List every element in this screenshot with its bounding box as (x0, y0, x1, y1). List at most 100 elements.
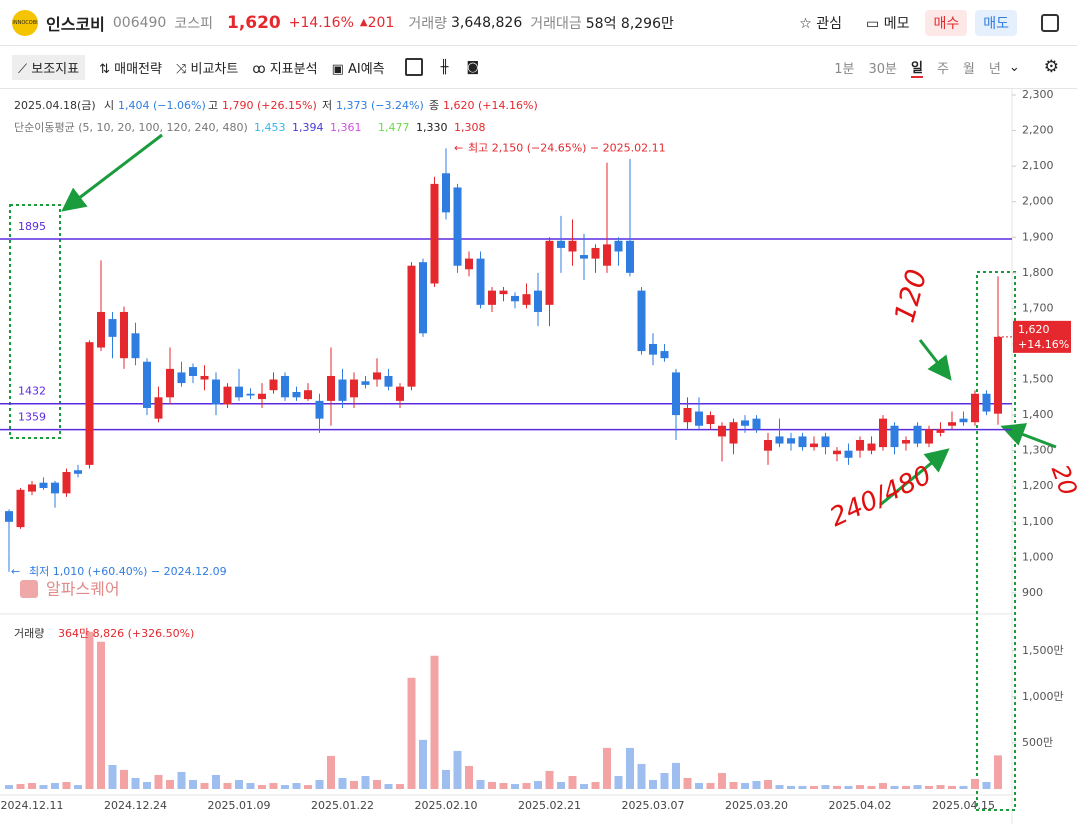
candle-body (833, 450, 841, 455)
info-close: 1,620 (+14.16%) (443, 99, 538, 112)
volume-bar (511, 784, 519, 789)
watermark: 알파스퀘어 (46, 580, 120, 599)
candle-body (925, 429, 933, 444)
volume-bar (591, 781, 600, 789)
volume-bar (200, 783, 209, 789)
candle-body (488, 290, 496, 305)
volume-bar (649, 779, 657, 789)
tool[interactable]: ◙ (466, 59, 480, 75)
candle-body (384, 375, 393, 387)
candle-body (373, 372, 381, 380)
period[interactable]: 1분 (834, 61, 855, 77)
amount-label: 거래대금 (530, 15, 582, 32)
volume-bar (384, 784, 393, 789)
tool[interactable]: ▣ AI예측 (331, 61, 385, 77)
label: 보조지표 (31, 61, 80, 77)
price: 1,620 (226, 12, 281, 33)
tool[interactable]: ╫ (440, 59, 449, 75)
period[interactable]: 월 (962, 61, 975, 77)
y-tick-label: 1,800 (1022, 266, 1054, 279)
y-tick-label: 1,500 (1022, 373, 1054, 386)
volume-bar (810, 785, 818, 789)
volume-bar (936, 785, 945, 789)
memo-button[interactable]: ▭ 메모 (866, 15, 910, 32)
candle-body (695, 411, 703, 426)
candle-body (453, 187, 462, 266)
volume-bar (890, 785, 899, 789)
candle-body (511, 295, 519, 302)
volume-bar (982, 781, 991, 789)
sell-button[interactable]: 매도 (975, 9, 1017, 36)
candle-body (74, 470, 82, 474)
candle-body (28, 484, 36, 492)
period[interactable]: 30분 (868, 61, 897, 77)
arrow-glyph: ← (454, 141, 463, 154)
level-label: 1359 (18, 411, 46, 424)
watch-button[interactable]: ☆ 관심 (799, 15, 843, 32)
candle-body (350, 379, 358, 398)
tool[interactable]: ⟋ 보조지표 (12, 54, 86, 80)
candle-body (51, 482, 59, 494)
y-tick-label: 900 (1022, 586, 1043, 599)
ma-value: 1,477 (378, 121, 410, 134)
volume-bar (488, 781, 496, 789)
candle-body (177, 372, 186, 384)
panel-toggle[interactable] (1041, 13, 1059, 32)
watermark-icon (20, 580, 38, 598)
arrow-glyph: ← (11, 565, 20, 578)
x-tick-label: 2025.04.15 (932, 799, 995, 812)
ma-value: 1,308 (454, 121, 486, 134)
volume-bar (545, 770, 554, 789)
buy-button[interactable]: 매수 (925, 9, 968, 36)
volume-bar (614, 776, 623, 789)
amount: 58억 8,296만 (585, 15, 674, 32)
x-tick-label: 2025.01.09 (208, 799, 271, 812)
volume-bar (534, 780, 542, 789)
ma-value: 1,361 (330, 121, 362, 134)
info-label: 고 (208, 99, 218, 112)
candle-body (856, 439, 864, 451)
volume-bar (281, 785, 289, 789)
candle-body (154, 397, 163, 419)
info-date: 2025.04.18(금) (14, 99, 96, 112)
tool[interactable] (404, 58, 423, 76)
tool[interactable]: ⇅ 매매전략 (99, 61, 162, 77)
candle-body (994, 336, 1002, 414)
change-pct: +14.16% (288, 14, 354, 31)
candle-body (844, 450, 853, 458)
volume-bar (764, 779, 772, 789)
candle-body (614, 240, 623, 252)
volume-bar (166, 779, 174, 789)
candle-body (212, 379, 220, 405)
info-low: 1,373 (−3.24%) (336, 99, 424, 112)
x-tick-label: 2025.04.02 (829, 799, 892, 812)
period[interactable]: 주 (936, 61, 949, 77)
header: INNOCOBI 인스코비 006490 코스피 1,620 +14.16% ▲… (0, 0, 1077, 46)
volume-bar (729, 781, 738, 789)
arrow (879, 448, 950, 507)
volume-bar (959, 785, 968, 789)
volume-bar (258, 785, 266, 789)
candle-body (637, 290, 646, 352)
info-open: 1,404 (−1.06%) (118, 99, 206, 112)
settings[interactable]: ⚙ (1043, 57, 1059, 77)
arrow (918, 339, 952, 381)
y-tick-label: 2,000 (1022, 195, 1054, 208)
x-tick-label: 2025.02.21 (518, 799, 581, 812)
volume-bar (430, 655, 439, 789)
candle-body (419, 262, 427, 334)
y-tick-label: 2,200 (1022, 124, 1054, 137)
period[interactable]: 일 (910, 57, 923, 78)
volume-bar (844, 785, 853, 789)
candle-body (752, 418, 761, 430)
candle-body (258, 393, 266, 400)
low-annotation: 최저 1,010 (+60.40%) − 2024.12.09 (29, 565, 227, 578)
tool[interactable]: ꝏ 지표분석 (252, 61, 318, 77)
dropdown[interactable]: ⌄ (1008, 59, 1020, 75)
period[interactable]: 년 (988, 61, 1001, 77)
tool[interactable]: ⤨ 비교차트 (175, 61, 239, 77)
volume-bar (28, 783, 36, 789)
volume-bar (108, 764, 117, 789)
candle-body (568, 240, 577, 252)
candle-body (982, 393, 991, 412)
